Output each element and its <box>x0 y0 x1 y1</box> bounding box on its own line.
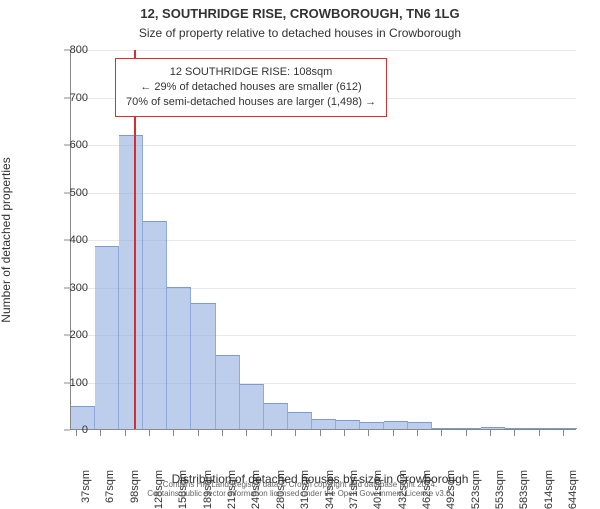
y-tick-mark <box>64 430 70 431</box>
y-tick-label: 0 <box>32 424 88 436</box>
histogram-bar <box>312 419 336 429</box>
histogram-bar <box>191 303 215 429</box>
y-tick-mark <box>64 192 70 193</box>
x-tick-mark <box>271 430 272 436</box>
x-tick-mark <box>393 430 394 436</box>
page-title-2: Size of property relative to detached ho… <box>0 26 600 40</box>
page-title-1: 12, SOUTHRIDGE RISE, CROWBOROUGH, TN6 1L… <box>0 6 600 21</box>
y-tick-label: 200 <box>32 329 88 341</box>
x-tick-mark <box>514 430 515 436</box>
x-tick-mark <box>173 430 174 436</box>
figure: 12, SOUTHRIDGE RISE, CROWBOROUGH, TN6 1L… <box>0 0 600 500</box>
histogram-bar <box>216 355 240 429</box>
x-tick-mark <box>417 430 418 436</box>
x-tick-mark <box>539 430 540 436</box>
y-tick-label: 100 <box>32 377 88 389</box>
y-tick-label: 400 <box>32 234 88 246</box>
histogram-bar <box>119 135 143 430</box>
histogram-bar <box>505 428 529 429</box>
y-tick-mark <box>64 145 70 146</box>
y-tick-label: 300 <box>32 282 88 294</box>
y-tick-mark <box>64 240 70 241</box>
annotation-line-2: ← 29% of detached houses are smaller (61… <box>126 80 376 95</box>
y-axis-label: Number of detached properties <box>0 157 13 322</box>
x-tick-mark <box>198 430 199 436</box>
x-tick-mark <box>222 430 223 436</box>
footer: Contains HM Land Registry data © Crown c… <box>0 481 600 499</box>
histogram-bar <box>457 428 481 429</box>
histogram-bar <box>288 412 312 429</box>
x-tick-mark <box>563 430 564 436</box>
y-tick-label: 800 <box>32 44 88 56</box>
x-tick-mark <box>344 430 345 436</box>
x-tick-mark <box>490 430 491 436</box>
histogram-bar <box>384 421 408 429</box>
histogram-bar <box>432 428 456 429</box>
histogram-bar <box>481 427 505 429</box>
histogram-bar <box>240 384 264 429</box>
histogram-bar <box>553 428 577 429</box>
x-tick-mark <box>76 430 77 436</box>
histogram-bar <box>143 221 167 429</box>
annotation-line-3: 70% of semi-detached houses are larger (… <box>126 95 376 110</box>
histogram-bar <box>529 428 553 429</box>
histogram-bar <box>167 287 191 430</box>
x-tick-mark <box>466 430 467 436</box>
y-tick-label: 500 <box>32 187 88 199</box>
x-tick-mark <box>368 430 369 436</box>
histogram-bar <box>264 403 288 429</box>
histogram-bar <box>95 246 119 429</box>
x-tick-mark <box>441 430 442 436</box>
y-tick-label: 600 <box>32 139 88 151</box>
x-tick-mark <box>125 430 126 436</box>
histogram-bar <box>336 420 360 429</box>
y-tick-mark <box>64 335 70 336</box>
x-tick-mark <box>295 430 296 436</box>
annotation-box: 12 SOUTHRIDGE RISE: 108sqm ← 29% of deta… <box>115 58 387 117</box>
y-tick-mark <box>64 287 70 288</box>
histogram-bar <box>408 422 432 429</box>
y-tick-label: 700 <box>32 92 88 104</box>
x-tick-mark <box>100 430 101 436</box>
annotation-line-1: 12 SOUTHRIDGE RISE: 108sqm <box>126 65 376 80</box>
footer-line-2: Contains public sector information licen… <box>8 490 592 499</box>
y-tick-mark <box>64 50 70 51</box>
x-tick-mark <box>246 430 247 436</box>
y-tick-mark <box>64 97 70 98</box>
y-tick-mark <box>64 382 70 383</box>
x-tick-mark <box>149 430 150 436</box>
x-tick-mark <box>320 430 321 436</box>
histogram-bar <box>360 422 384 429</box>
